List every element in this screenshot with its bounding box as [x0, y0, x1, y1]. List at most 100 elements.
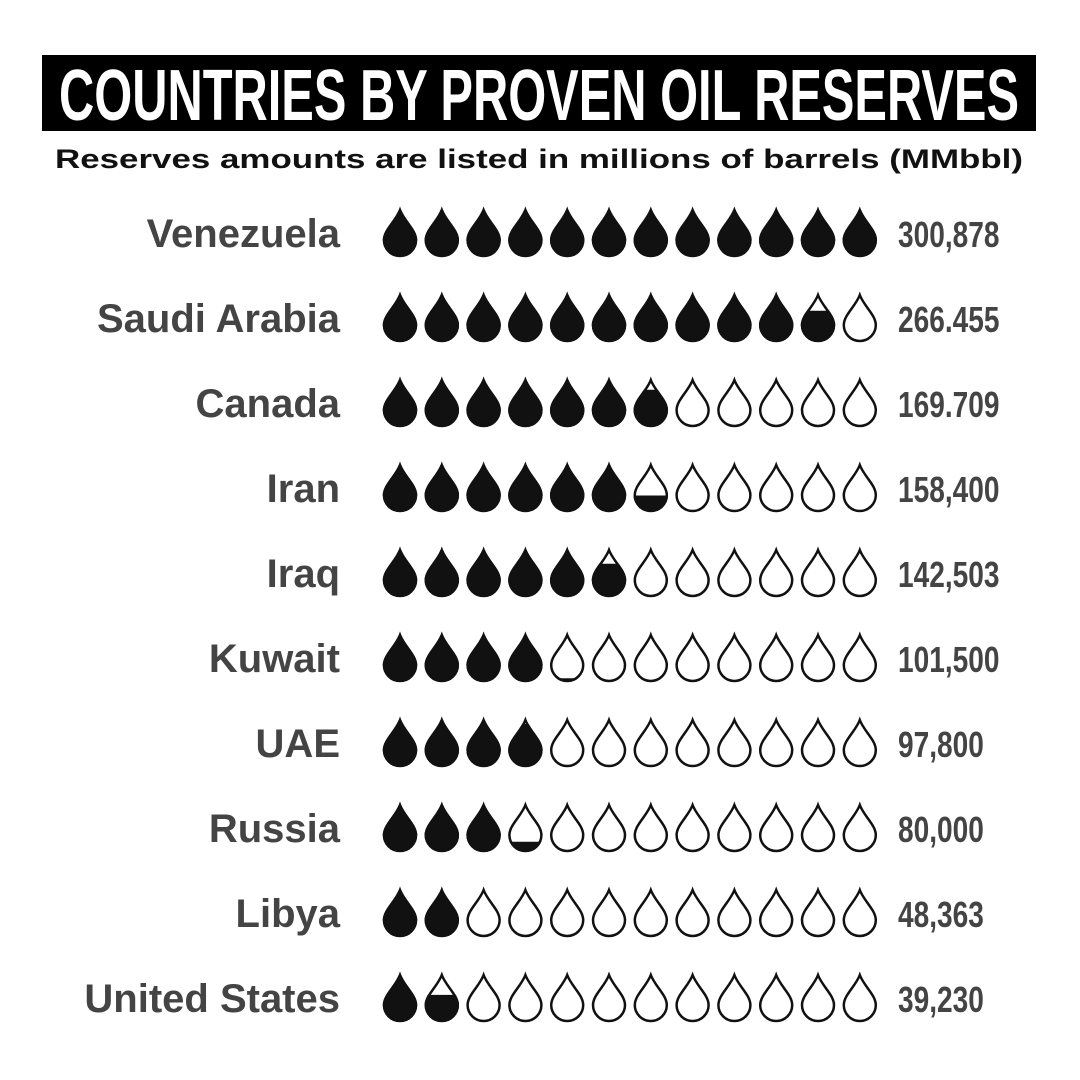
oil-drop	[800, 376, 836, 428]
oil-drop	[382, 376, 418, 428]
oil-drop	[591, 801, 627, 853]
oil-drop	[633, 801, 669, 853]
oil-drop	[591, 971, 627, 1023]
country-label: Venezuela	[147, 212, 341, 256]
oil-drop	[800, 886, 836, 938]
oil-drop	[675, 886, 710, 938]
oil-drop	[382, 716, 418, 768]
oil-drop	[591, 206, 627, 258]
oil-drop	[424, 886, 460, 938]
oil-drop	[842, 376, 878, 428]
oil-drop	[424, 631, 460, 683]
oil-drop	[466, 886, 501, 938]
oil-drop	[424, 801, 460, 853]
oil-drop	[758, 801, 794, 853]
value-label: 48,363	[898, 895, 984, 935]
oil-drop	[508, 801, 543, 853]
oil-drop	[675, 631, 710, 683]
oil-drop	[466, 461, 501, 513]
country-label: Russia	[209, 807, 341, 851]
oil-drop	[717, 716, 752, 768]
value-label: 158,400	[898, 470, 999, 510]
oil-drop	[800, 971, 836, 1023]
oil-drop	[508, 376, 543, 428]
oil-drop	[717, 631, 752, 683]
oil-drop	[424, 971, 460, 1023]
oil-drop	[591, 376, 627, 428]
value-label: 169.709	[898, 385, 999, 425]
oil-drop	[800, 801, 836, 853]
oil-drop	[382, 461, 418, 513]
oil-drop	[466, 971, 501, 1023]
oil-drop	[466, 376, 501, 428]
oil-drop	[842, 461, 878, 513]
oil-drop	[466, 291, 501, 343]
oil-drop	[591, 716, 627, 768]
oil-drop	[633, 546, 669, 598]
oil-drop	[508, 546, 543, 598]
oil-drop	[758, 631, 794, 683]
oil-drop	[508, 716, 543, 768]
oil-drop	[549, 886, 585, 938]
oil-drop	[633, 716, 669, 768]
oil-drop	[382, 631, 418, 683]
oil-drop	[466, 206, 501, 258]
oil-drop	[633, 886, 669, 938]
oil-drop	[842, 716, 878, 768]
country-label: Iraq	[267, 552, 340, 596]
oil-drop	[717, 461, 752, 513]
oil-drop	[758, 461, 794, 513]
value-label: 101,500	[898, 640, 999, 680]
value-label: 97,800	[898, 725, 984, 765]
oil-drop	[466, 716, 501, 768]
value-label: 300,878	[898, 215, 999, 255]
oil-drop	[675, 971, 710, 1023]
oil-drop	[717, 886, 752, 938]
oil-drop	[800, 546, 836, 598]
oil-drop	[675, 546, 710, 598]
oil-drop	[758, 206, 794, 258]
country-label: Iran	[267, 467, 340, 511]
oil-drop	[424, 206, 460, 258]
oil-drop	[591, 291, 627, 343]
oil-drop	[717, 376, 752, 428]
oil-drop	[466, 546, 501, 598]
oil-drop	[508, 206, 543, 258]
oil-drop	[633, 206, 669, 258]
oil-drop	[424, 546, 460, 598]
oil-drop	[758, 376, 794, 428]
oil-drop	[549, 631, 585, 683]
oil-drop	[549, 716, 585, 768]
value-label: 39,230	[898, 980, 984, 1020]
oil-drop	[842, 631, 878, 683]
oil-drop	[382, 546, 418, 598]
oil-drop	[633, 631, 669, 683]
country-label: United States	[84, 977, 340, 1021]
oil-drop	[424, 461, 460, 513]
oil-drop	[591, 631, 627, 683]
oil-drop	[842, 206, 878, 258]
oil-drop	[633, 291, 669, 343]
oil-drop	[633, 376, 669, 428]
oil-drop	[717, 971, 752, 1023]
oil-drop	[842, 971, 878, 1023]
oil-drop	[717, 291, 752, 343]
oil-drop	[591, 461, 627, 513]
oil-drop	[382, 886, 418, 938]
country-label: UAE	[256, 722, 340, 766]
oil-drop	[675, 206, 710, 258]
oil-drop	[717, 206, 752, 258]
oil-drop	[508, 971, 543, 1023]
oil-drop	[549, 376, 585, 428]
oil-drop	[549, 971, 585, 1023]
oil-drop	[800, 716, 836, 768]
chart-title: COUNTRIES BY PROVEN OIL RESERVES	[59, 56, 1019, 136]
oil-drop	[800, 631, 836, 683]
oil-drop	[424, 376, 460, 428]
oil-drop	[675, 461, 710, 513]
oil-drop	[842, 291, 878, 343]
oil-drop	[800, 461, 836, 513]
oil-drop	[758, 716, 794, 768]
oil-drop	[424, 716, 460, 768]
